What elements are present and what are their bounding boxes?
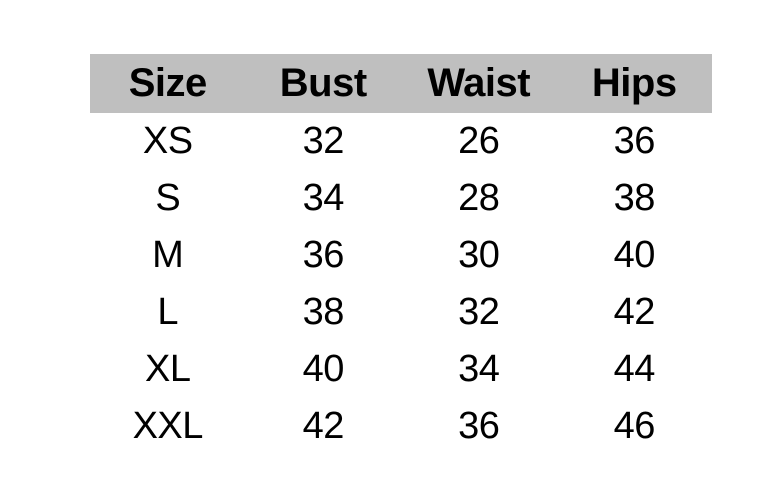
cell-hips: 38 xyxy=(613,177,656,219)
size-chart-table: Size Bust Waist Hips XS 32 26 36 S 34 28… xyxy=(90,54,712,455)
cell-waist: 30 xyxy=(458,234,500,276)
cell-waist: 36 xyxy=(458,405,500,447)
cell-size: S xyxy=(155,177,181,219)
table-row-m: M 36 30 40 xyxy=(90,227,712,284)
column-header-size: Size xyxy=(90,54,246,113)
table-row-l: L 38 32 42 xyxy=(90,284,712,341)
table-row-s: S 34 28 38 xyxy=(90,170,712,227)
cell-hips: 36 xyxy=(613,120,656,162)
cell-waist: 32 xyxy=(458,291,500,333)
cell-size: XS xyxy=(142,120,193,162)
cell-bust: 34 xyxy=(302,177,345,219)
cell-size: M xyxy=(152,234,184,276)
cell-waist: 26 xyxy=(458,120,500,162)
cell-bust: 32 xyxy=(302,120,345,162)
column-header-hips: Hips xyxy=(556,54,712,113)
cell-hips: 42 xyxy=(613,291,656,333)
cell-hips: 46 xyxy=(613,405,656,447)
cell-size: XL xyxy=(145,348,191,390)
cell-size: L xyxy=(157,291,179,333)
cell-hips: 40 xyxy=(613,234,656,276)
cell-bust: 42 xyxy=(302,405,345,447)
cell-bust: 38 xyxy=(302,291,345,333)
column-header-bust: Bust xyxy=(245,54,401,113)
cell-waist: 34 xyxy=(458,348,500,390)
header-row: Size Bust Waist Hips xyxy=(90,54,712,113)
table-row-xxl: XXL 42 36 46 xyxy=(90,398,712,455)
column-header-waist: Waist xyxy=(401,54,557,113)
cell-bust: 40 xyxy=(302,348,345,390)
table-row-xl: XL 40 34 44 xyxy=(90,341,712,398)
cell-waist: 28 xyxy=(458,177,500,219)
cell-size: XXL xyxy=(132,405,204,447)
cell-hips: 44 xyxy=(613,348,656,390)
table-row-xs: XS 32 26 36 xyxy=(90,113,712,170)
cell-bust: 36 xyxy=(302,234,345,276)
